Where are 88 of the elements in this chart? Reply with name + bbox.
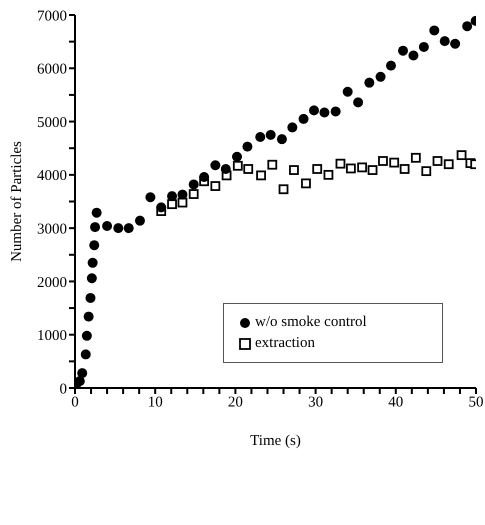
point xyxy=(188,189,199,199)
x-axis-title: Time (s) xyxy=(250,433,301,449)
point xyxy=(85,292,96,303)
point xyxy=(243,164,254,174)
point xyxy=(232,160,243,171)
y-tick-label: 7000 xyxy=(37,8,67,24)
y-tick-label: 2000 xyxy=(37,274,67,291)
x-tick-label: 40 xyxy=(388,394,404,411)
point xyxy=(124,223,134,234)
x-tick-label: 10 xyxy=(148,394,163,411)
point xyxy=(167,191,178,202)
point xyxy=(364,78,374,88)
point xyxy=(287,122,298,132)
point xyxy=(267,160,278,170)
y-tick-label: 6000 xyxy=(37,62,67,78)
point xyxy=(308,105,319,116)
y-tick-label: 5000 xyxy=(37,114,67,131)
point xyxy=(242,142,252,152)
point xyxy=(77,368,88,378)
point xyxy=(398,46,408,56)
point xyxy=(113,223,124,234)
x-tick-label: 50 xyxy=(468,394,484,411)
point xyxy=(408,50,418,60)
point xyxy=(90,222,100,232)
point xyxy=(462,21,472,32)
point xyxy=(330,106,341,116)
point xyxy=(188,179,199,190)
point xyxy=(134,216,145,226)
y-tick-label: 0 xyxy=(60,381,67,398)
y-axis-title: Number of Particles xyxy=(9,140,25,262)
point xyxy=(440,36,450,46)
point xyxy=(324,170,334,180)
point xyxy=(421,166,432,176)
point xyxy=(220,164,231,174)
point xyxy=(278,184,288,194)
point xyxy=(276,134,287,144)
point xyxy=(92,208,102,218)
point xyxy=(145,192,156,202)
point xyxy=(89,240,100,250)
point xyxy=(429,25,440,36)
point xyxy=(301,178,311,188)
point xyxy=(86,273,97,284)
point xyxy=(444,159,454,170)
point xyxy=(368,165,378,175)
point xyxy=(255,132,266,142)
point xyxy=(450,38,460,49)
point xyxy=(389,158,400,168)
point xyxy=(312,164,322,174)
point xyxy=(199,172,210,182)
legend-label: extraction xyxy=(255,335,315,352)
point xyxy=(232,152,242,162)
point xyxy=(84,312,94,322)
x-tick-label: 30 xyxy=(308,394,324,411)
point xyxy=(376,72,386,82)
point xyxy=(410,152,421,163)
point xyxy=(82,330,92,341)
point xyxy=(88,258,98,268)
point xyxy=(80,349,91,360)
point xyxy=(178,198,188,208)
point xyxy=(346,164,356,174)
point xyxy=(357,162,368,172)
point xyxy=(177,190,188,200)
point xyxy=(298,114,309,124)
point xyxy=(256,170,266,180)
point xyxy=(75,376,85,386)
point xyxy=(156,202,166,212)
y-tick-label: 1000 xyxy=(37,328,67,344)
y-tick-label: 3000 xyxy=(37,221,67,238)
point xyxy=(336,158,346,169)
point xyxy=(319,108,330,118)
legend-label: w/o smoke control xyxy=(255,314,367,331)
point xyxy=(418,42,429,52)
point xyxy=(210,160,220,170)
point xyxy=(456,150,466,160)
point xyxy=(102,221,112,232)
point xyxy=(353,97,364,108)
point xyxy=(289,165,299,175)
point xyxy=(386,60,396,71)
point xyxy=(167,199,177,210)
point xyxy=(342,86,353,97)
point xyxy=(432,156,442,166)
y-tick-label: 4000 xyxy=(37,168,67,184)
x-tick-label: 20 xyxy=(228,394,243,411)
point xyxy=(210,181,220,191)
point xyxy=(400,164,410,174)
x-tick-label: 0 xyxy=(71,394,79,411)
point xyxy=(378,156,388,166)
point xyxy=(266,130,276,140)
